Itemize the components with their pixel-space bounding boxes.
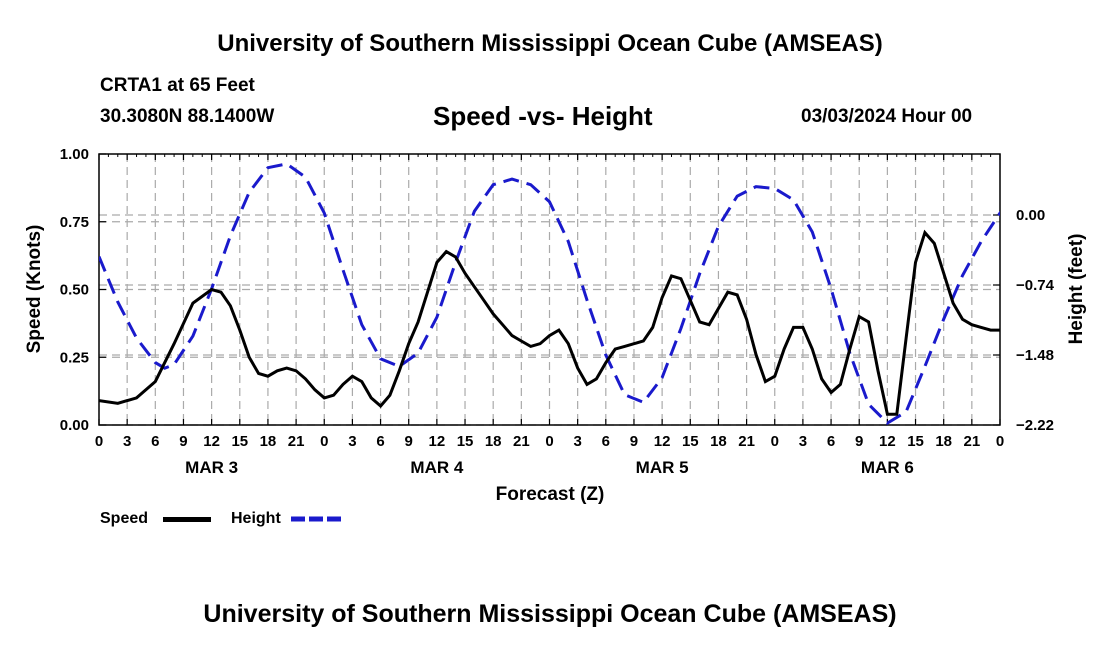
grid-lines xyxy=(99,154,1000,426)
speed-height-chart: 0 3 6 9 12 15 18 21 0 3 6 9 12 15 18 21 0 3 6 9 12 15 18 21 0 3 6 9… xyxy=(24,146,1087,505)
y-tick-label: 0.50 xyxy=(60,282,89,299)
x-tick-label: 15 xyxy=(457,433,474,450)
legend-height-label: Height xyxy=(231,510,281,527)
y-tick-label: 0.75 xyxy=(60,214,89,231)
y-tick-label: 1.00 xyxy=(60,146,89,163)
y2-tick-label: −0.74 xyxy=(1016,277,1055,294)
speed-series-line xyxy=(99,229,1000,416)
x-tick-label: 21 xyxy=(738,433,755,450)
x-tick-label: 18 xyxy=(935,433,952,450)
x-tick-label: 6 xyxy=(827,433,835,450)
legend-speed-swatch xyxy=(163,517,211,522)
x-tick-label: 15 xyxy=(682,433,699,450)
x-tick-label: 18 xyxy=(710,433,727,450)
height-series-line xyxy=(99,162,1000,425)
y2-tick-label: −1.48 xyxy=(1016,347,1054,364)
x-tick-label: 12 xyxy=(879,433,896,450)
y-axis-label: Speed (Knots) xyxy=(24,225,45,354)
axes: 0 3 6 9 12 15 18 21 0 3 6 9 12 15 18 21 0 3 6 9 12 15 18 21 0 3 6 9… xyxy=(60,146,1055,477)
y-tick-label: 0.25 xyxy=(60,349,89,366)
x-tick-label: 21 xyxy=(288,433,305,450)
legend-height-swatch xyxy=(291,516,343,522)
x-tick-label: 3 xyxy=(799,433,807,450)
x-tick-label: 15 xyxy=(231,433,248,450)
x-tick-label: 3 xyxy=(123,433,131,450)
x-tick-label: 3 xyxy=(573,433,581,450)
x-tick-label: 18 xyxy=(485,433,502,450)
y2-tick-label: −2.22 xyxy=(1016,417,1054,434)
forecast-datetime: 03/03/2024 Hour 00 xyxy=(801,106,973,127)
x-tick-label: 12 xyxy=(654,433,671,450)
station-coordinates: 30.3080N 88.1400W xyxy=(100,106,275,127)
x-tick-label: 0 xyxy=(95,433,103,450)
day-label: MAR 4 xyxy=(410,458,463,477)
x-tick-label: 6 xyxy=(376,433,384,450)
x-tick-label: 0 xyxy=(320,433,328,450)
day-label: MAR 6 xyxy=(861,458,914,477)
x-tick-label: 6 xyxy=(602,433,610,450)
x-axis-label: Forecast (Z) xyxy=(496,484,605,505)
x-tick-label: 3 xyxy=(348,433,356,450)
x-tick-label: 9 xyxy=(179,433,187,450)
page-title: University of Southern Mississippi Ocean… xyxy=(217,30,883,57)
legend-speed-label: Speed xyxy=(100,510,149,527)
x-tick-label: 0 xyxy=(996,433,1004,450)
x-tick-label: 18 xyxy=(260,433,277,450)
x-tick-label: 12 xyxy=(429,433,446,450)
x-tick-label: 21 xyxy=(513,433,530,450)
x-tick-label: 0 xyxy=(545,433,553,450)
day-label: MAR 3 xyxy=(185,458,238,477)
y-tick-label: 0.00 xyxy=(60,417,89,434)
chart-title: Speed -vs- Height xyxy=(433,101,653,131)
x-tick-label: 9 xyxy=(630,433,638,450)
y2-tick-label: 0.00 xyxy=(1016,207,1045,224)
x-tick-label: 15 xyxy=(907,433,924,450)
x-tick-label: 9 xyxy=(855,433,863,450)
y2-axis-label: Height (feet) xyxy=(1066,234,1087,345)
footer-title: University of Southern Mississippi Ocean… xyxy=(203,600,897,628)
day-label: MAR 5 xyxy=(636,458,689,477)
x-tick-label: 6 xyxy=(151,433,159,450)
x-tick-label: 0 xyxy=(771,433,779,450)
x-tick-label: 9 xyxy=(405,433,413,450)
x-tick-label: 12 xyxy=(203,433,220,450)
station-name: CRTA1 at 65 Feet xyxy=(100,75,255,96)
x-tick-label: 21 xyxy=(964,433,981,450)
